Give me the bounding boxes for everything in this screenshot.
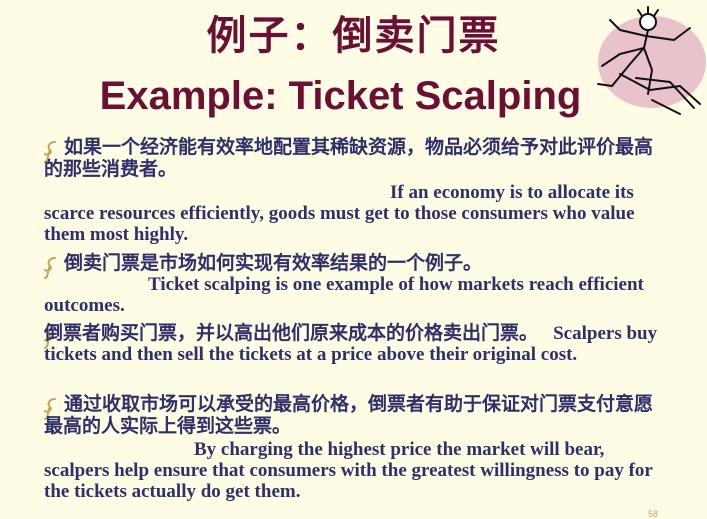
- scroll-bullet-icon: [44, 257, 56, 279]
- scroll-bullet-icon: [44, 141, 56, 163]
- clipart-blob: [598, 16, 706, 108]
- dancing-figure-clipart: [597, 6, 706, 115]
- bullet-text-chinese: 倒票者购买门票，并以高出他们原来成本的价格卖出门票。: [44, 322, 539, 344]
- bullet-text-english: Ticket scalping is one example of how ma…: [44, 274, 644, 316]
- slide-title-english: Example: Ticket Scalping: [99, 74, 582, 118]
- bullet-text-chinese: 通过收取市场可以承受的最高价格，倒票者有助于保证对门票支付意愿最高的人实际上得到…: [44, 393, 654, 437]
- bullet-item-1: 如果一个经济能有效率地配置其稀缺资源，物品必须给予对此评价最高的那些消费者。 I…: [44, 136, 666, 245]
- scroll-bullet-icon: [44, 398, 56, 420]
- bullet-text-english: If an economy is to allocate its scarce …: [44, 182, 635, 245]
- bullet-item-2: 倒卖门票是市场如何实现有效率结果的一个例子。 Ticket scalping i…: [44, 252, 666, 316]
- bullet-item-3: 倒票者购买门票，并以高出他们原来成本的价格卖出门票。 Scalpers buy …: [44, 322, 666, 365]
- bullet-text-chinese: 如果一个经济能有效率地配置其稀缺资源，物品必须给予对此评价最高的那些消费者。: [44, 136, 654, 180]
- bullet-text-chinese: 倒卖门票是市场如何实现有效率结果的一个例子。: [64, 252, 483, 274]
- page-number: 58: [648, 509, 659, 519]
- clipart-figure: [597, 6, 701, 115]
- bullet-text-english: Scalpers buy tickets and then sell the t…: [44, 323, 658, 365]
- scroll-bullet-icon: [44, 327, 56, 349]
- bullet-text-english: By charging the highest price the market…: [44, 439, 653, 502]
- slide-title-chinese: 例子：倒卖门票: [206, 13, 501, 59]
- bullet-item-4: 通过收取市场可以承受的最高价格，倒票者有助于保证对门票支付意愿最高的人实际上得到…: [44, 393, 666, 502]
